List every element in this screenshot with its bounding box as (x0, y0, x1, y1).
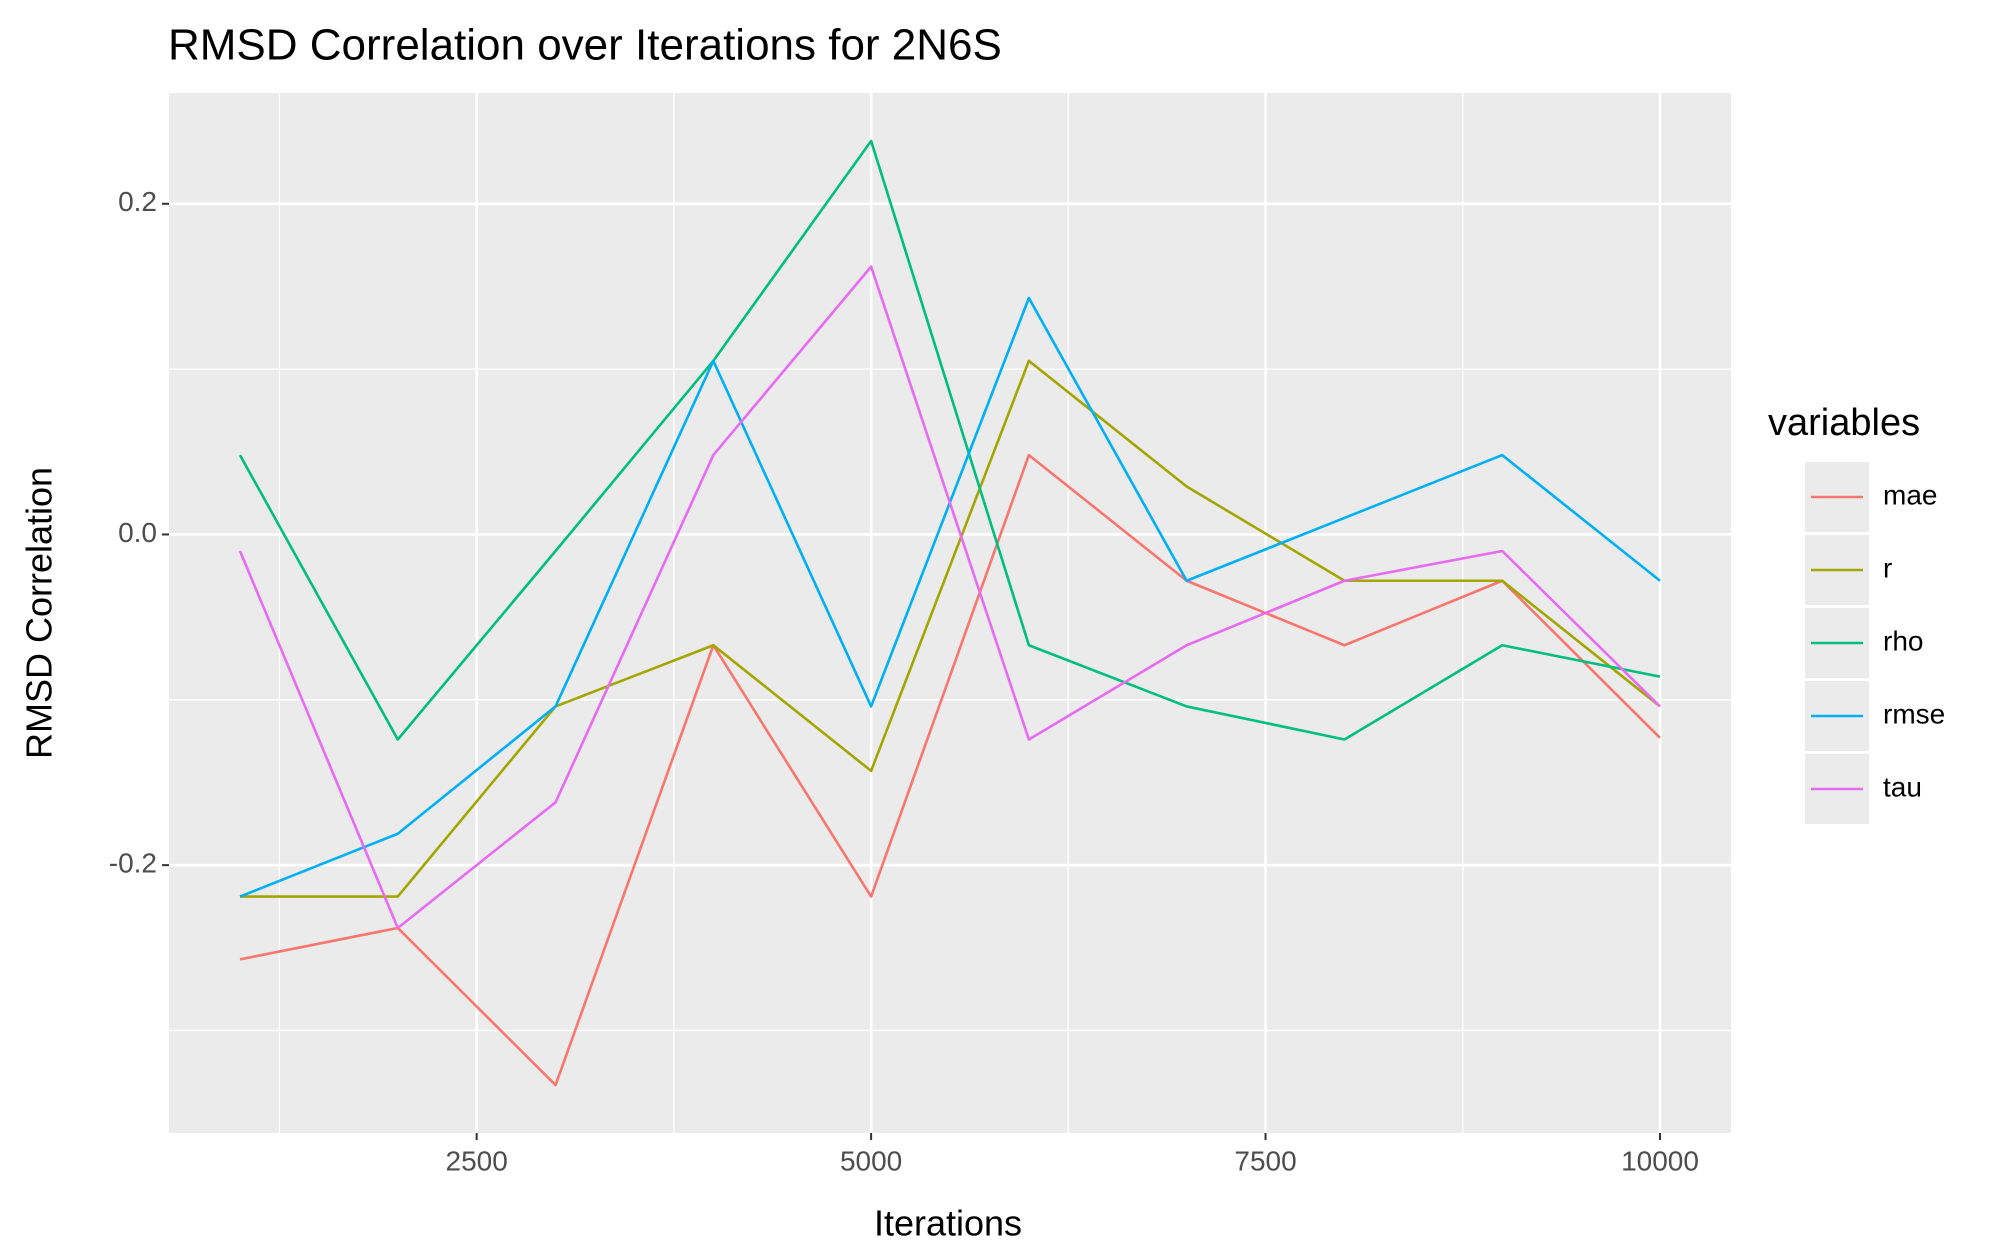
legend-label: tau (1883, 771, 1922, 802)
legend-label: mae (1883, 479, 1937, 510)
x-tick-label: 10000 (1621, 1145, 1699, 1176)
series-line (238, 265, 1661, 930)
x-tick-label: 5000 (840, 1145, 902, 1176)
series-line (240, 359, 1661, 898)
legend-label: rho (1883, 625, 1923, 656)
series-line (238, 139, 1661, 741)
x-axis-title: Iterations (874, 1203, 1022, 1244)
chart-title: RMSD Correlation over Iterations for 2N6… (168, 21, 1002, 70)
y-tick-label: 0.0 (118, 517, 157, 548)
y-tick-label: 0.2 (118, 186, 157, 217)
y-axis-title: RMSD Correlation (19, 467, 60, 759)
y-tick-label: -0.2 (109, 848, 157, 879)
legend-label: rmse (1883, 698, 1945, 729)
legend-title: variables (1768, 402, 1920, 444)
plot-panel (169, 93, 1731, 1133)
x-tick-label: 2500 (446, 1145, 508, 1176)
series-line (239, 453, 1661, 1087)
legend-label: r (1883, 552, 1892, 583)
x-tick-label: 7500 (1234, 1145, 1296, 1176)
